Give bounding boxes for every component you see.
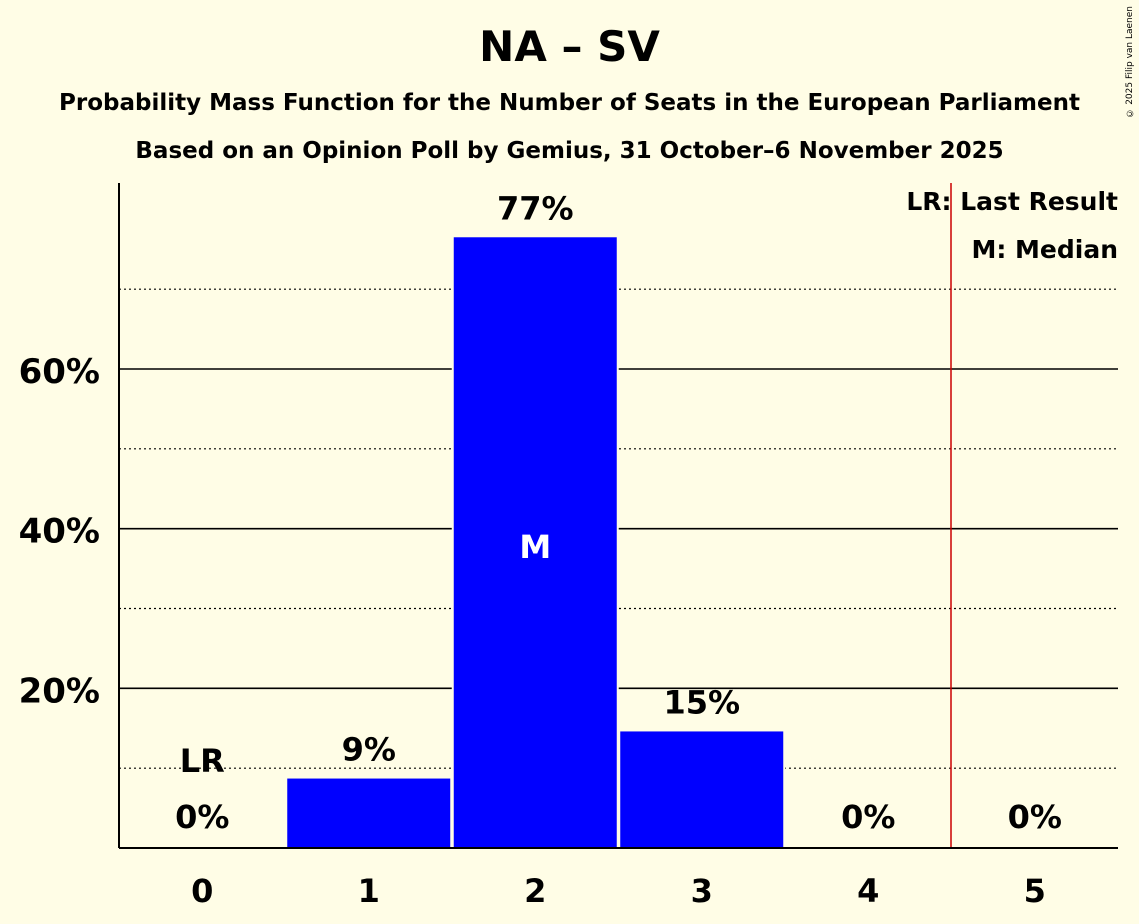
legend-median: M: Median	[971, 235, 1118, 264]
chart-source: Based on an Opinion Poll by Gemius, 31 O…	[135, 138, 1004, 164]
bar-2	[453, 237, 617, 848]
y-tick-label: 60%	[19, 352, 100, 392]
median-marker: M	[519, 528, 551, 566]
x-tick-label: 1	[358, 872, 380, 910]
value-label-4: 0%	[841, 798, 895, 836]
bars	[285, 236, 786, 848]
value-label-3: 15%	[663, 683, 740, 721]
bar-3	[620, 731, 784, 848]
value-label-2: 77%	[497, 189, 574, 227]
x-tick-label: 2	[524, 872, 546, 910]
x-tick-label: 0	[191, 872, 213, 910]
axes	[118, 183, 1118, 849]
legend-last-result: LR: Last Result	[906, 187, 1118, 216]
chart-title: NA – SV	[479, 22, 660, 71]
value-label-0: 0%	[175, 798, 229, 836]
bar-1	[287, 778, 451, 848]
chart-subtitle: Probability Mass Function for the Number…	[59, 90, 1080, 116]
x-tick-label: 5	[1024, 872, 1046, 910]
y-tick-label: 40%	[19, 512, 100, 552]
y-tick-label: 20%	[19, 671, 100, 711]
value-label-1: 9%	[342, 731, 396, 769]
value-label-5: 0%	[1008, 798, 1062, 836]
x-tick-label: 4	[857, 872, 879, 910]
x-tick-label: 3	[691, 872, 713, 910]
last-result-marker: LR	[180, 742, 225, 780]
